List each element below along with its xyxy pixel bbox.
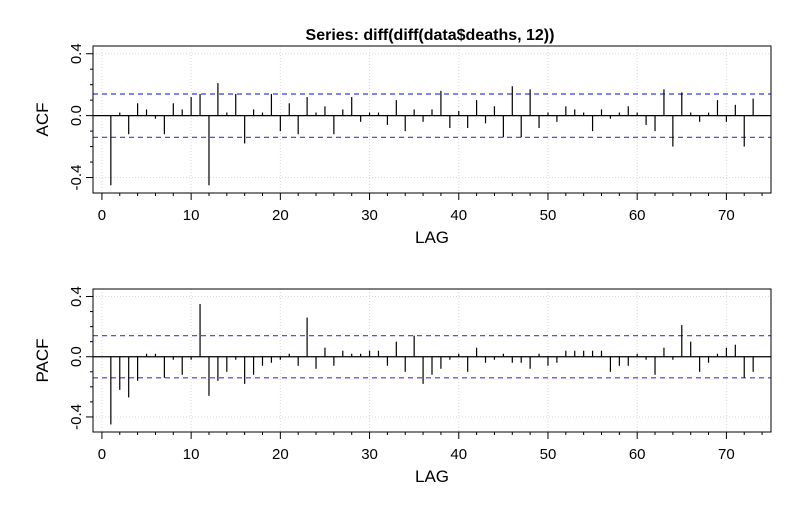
pacf-ytick-label: 0.4: [68, 286, 85, 307]
pacf-xtick-label: 30: [361, 446, 378, 463]
pacf-xtick-label: 40: [450, 446, 467, 463]
acf-xtick-label: 40: [450, 207, 467, 224]
pacf-xtick-label: 10: [183, 446, 200, 463]
acf-xtick-label: 60: [629, 207, 646, 224]
pacf-xtick-label: 20: [272, 446, 289, 463]
pacf-xtick-label: 70: [718, 446, 735, 463]
pacf-ytick-label: -0.4: [68, 404, 85, 430]
pacf-xtick-label: 60: [629, 446, 646, 463]
acf-xtick-label: 30: [361, 207, 378, 224]
chart-title: Series: diff(diff(data$deaths, 12)): [306, 27, 555, 44]
acf-y-axis-label: ACF: [33, 103, 52, 137]
pacf-y-axis-label: PACF: [33, 338, 52, 382]
acf-panel: 0 10 20 30 40 50 60 70 -0.4 0.0 0.4 LAG ACF: [33, 43, 772, 247]
acf-ytick-label: 0.4: [68, 43, 85, 64]
acf-xtick-label: 0: [98, 207, 106, 224]
pacf-xtick-label: 0: [98, 446, 106, 463]
pacf-panel: 0 10 20 30 40 50 60 70 -0.4 0.0 0.4 LAG PACF: [33, 286, 772, 486]
acf-ytick-label: -0.4: [68, 165, 85, 191]
pacf-x-axis-label: LAG: [415, 467, 449, 486]
acf-plot-frame: [92, 45, 772, 194]
acf-xtick-label: 20: [272, 207, 289, 224]
acf-xtick-label: 50: [540, 207, 557, 224]
acf-xtick-label: 10: [183, 207, 200, 224]
pacf-xtick-label: 50: [540, 446, 557, 463]
acf-x-axis-label: LAG: [415, 228, 449, 247]
pacf-plot-frame: [92, 288, 772, 433]
pacf-ytick-label: 0.0: [68, 346, 85, 367]
acf-xtick-label: 70: [718, 207, 735, 224]
acf-ytick-label: 0.0: [68, 105, 85, 126]
